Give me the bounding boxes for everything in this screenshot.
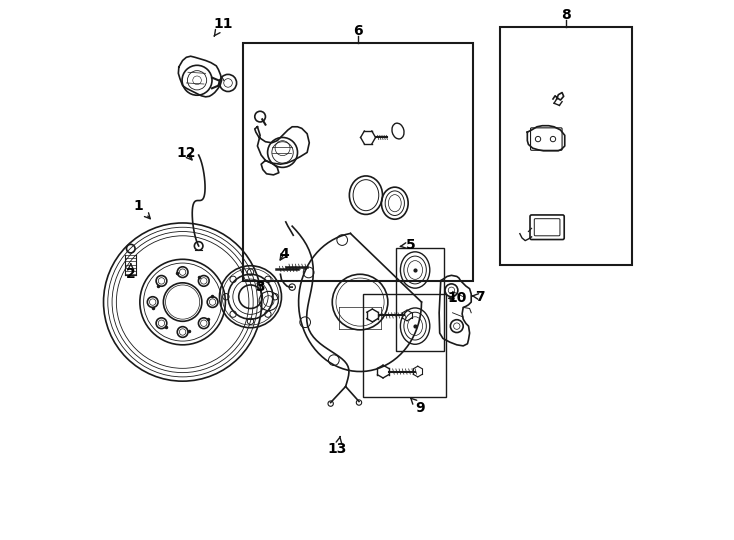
- Text: 9: 9: [410, 398, 425, 415]
- Text: 3: 3: [255, 280, 265, 294]
- Text: 7: 7: [473, 290, 485, 303]
- Text: 10: 10: [447, 291, 467, 305]
- Text: 1: 1: [134, 199, 150, 219]
- Text: 4: 4: [279, 247, 289, 261]
- Bar: [363, 294, 446, 397]
- Bar: [500, 27, 632, 265]
- Text: 11: 11: [213, 17, 233, 36]
- Text: 5: 5: [400, 238, 415, 252]
- Text: 2: 2: [126, 264, 136, 281]
- Text: 6: 6: [353, 24, 363, 38]
- Bar: [243, 43, 473, 281]
- Bar: [396, 248, 445, 351]
- Text: 12: 12: [177, 146, 196, 160]
- Text: 13: 13: [328, 436, 347, 456]
- Text: 8: 8: [561, 8, 571, 22]
